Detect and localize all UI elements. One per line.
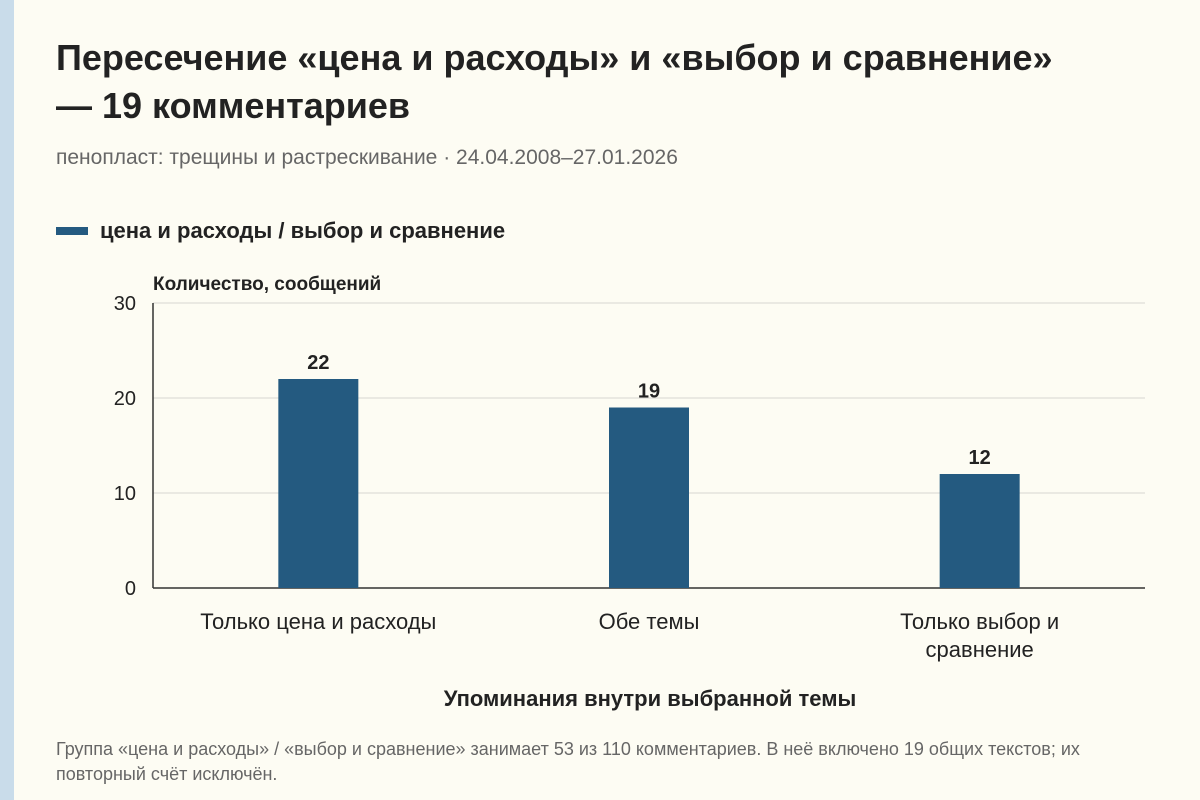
chart-title: Пересечение «цена и расходы» и «выбор и … bbox=[56, 37, 1053, 126]
bar bbox=[939, 474, 1020, 588]
y-tick-label: 30 bbox=[114, 293, 136, 315]
footnote: Группа «цена и расходы» / «выбор и сравн… bbox=[56, 739, 1080, 784]
y-tick-label: 10 bbox=[114, 483, 136, 505]
data-label: 22 bbox=[307, 352, 329, 374]
legend-swatch bbox=[56, 227, 88, 235]
legend-label: цена и расходы / выбор и сравнение bbox=[100, 218, 506, 243]
bar bbox=[609, 407, 689, 588]
data-label: 19 bbox=[638, 381, 660, 403]
y-axis-label: Количество, сообщений bbox=[153, 274, 382, 295]
bar bbox=[278, 379, 359, 588]
chart-subtitle: пенопласт: трещины и растрескивание · 24… bbox=[56, 146, 678, 169]
x-axis-label: Упоминания внутри выбранной темы bbox=[443, 686, 857, 711]
legend: цена и расходы / выбор и сравнение bbox=[56, 218, 505, 244]
x-tick-label: Только выбор и сравнение bbox=[900, 609, 1059, 662]
y-tick-label: 0 bbox=[125, 578, 136, 600]
left-accent-strip bbox=[0, 0, 14, 800]
y-tick-label: 20 bbox=[114, 388, 136, 410]
x-tick-label: Обе темы bbox=[599, 609, 700, 634]
x-tick-label: Только цена и расходы bbox=[200, 609, 436, 634]
data-label: 12 bbox=[969, 447, 991, 469]
